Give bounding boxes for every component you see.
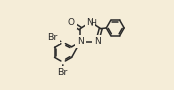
Text: O: O (68, 18, 74, 27)
Text: Br: Br (47, 33, 58, 42)
Text: Br: Br (58, 68, 68, 77)
Text: H: H (90, 19, 96, 28)
Text: N: N (94, 37, 100, 46)
Text: N: N (77, 37, 84, 46)
Text: N: N (87, 18, 93, 27)
